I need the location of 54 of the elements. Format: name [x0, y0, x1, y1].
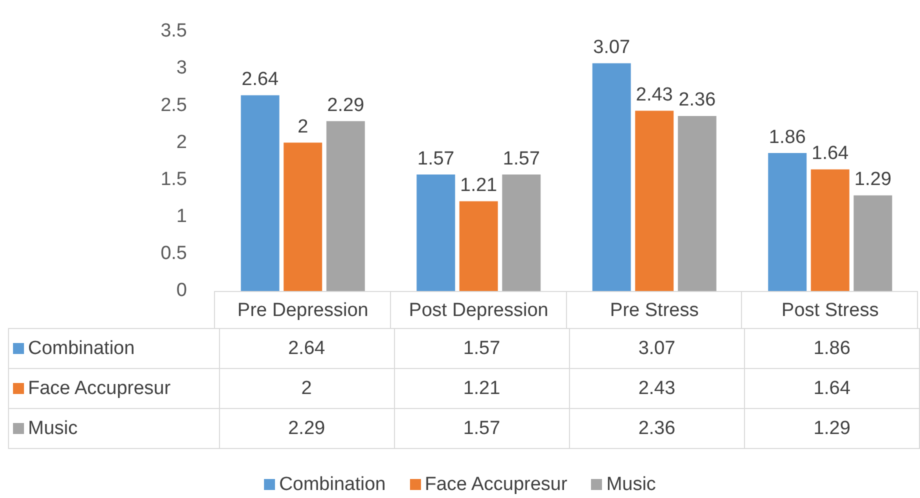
- bar: [768, 153, 807, 291]
- y-tick-label: 3: [176, 58, 187, 79]
- text: 3.07: [569, 328, 744, 368]
- y-tick-label: 3.5: [160, 20, 187, 42]
- text: 2: [219, 368, 394, 408]
- text: 1.57: [394, 408, 570, 448]
- data-label: 1.21: [460, 174, 498, 196]
- text: 2.29: [219, 408, 394, 448]
- text: Combination: [279, 474, 386, 495]
- text: 2.36: [569, 408, 744, 448]
- text: 1.21: [394, 368, 570, 408]
- bar: [284, 142, 322, 291]
- legend-label: Combination: [8, 328, 220, 368]
- data-label: 2.36: [678, 90, 716, 111]
- x-tick-label: Pre Stress: [610, 300, 699, 322]
- bar: [416, 174, 456, 291]
- data-label: 2.29: [327, 94, 364, 116]
- y-tick-label: 0.5: [160, 243, 187, 264]
- bar: [854, 195, 892, 291]
- data-label: 1.29: [854, 169, 892, 190]
- bar: [326, 121, 365, 291]
- text: Music: [28, 418, 78, 438]
- y-tick-label: 1: [176, 206, 187, 228]
- bar: [459, 201, 498, 291]
- data-label: 1.57: [502, 148, 540, 170]
- y-tick-label: 0: [176, 280, 187, 302]
- bar: [240, 95, 280, 291]
- text: 1.86: [744, 328, 920, 368]
- y-tick-label: 2: [176, 132, 187, 153]
- bar: [635, 110, 674, 291]
- y-tick-label: 2.5: [160, 94, 187, 116]
- bar: [592, 63, 631, 291]
- data-label: 2.64: [242, 68, 280, 90]
- data-label: 1.57: [417, 148, 454, 170]
- data-label: 2: [298, 116, 308, 138]
- data-label: 1.64: [812, 143, 850, 164]
- bar: [810, 169, 850, 291]
- bar: [502, 174, 541, 291]
- text: 1.29: [744, 408, 920, 448]
- data-label: 3.07: [593, 37, 630, 58]
- y-tick-label: 1.5: [160, 168, 187, 190]
- text: 1.64: [744, 368, 920, 408]
- text: 2.43: [569, 368, 744, 408]
- data-label: 1.86: [768, 126, 806, 148]
- text: Face Accupresur: [424, 474, 568, 495]
- data-label: 2.43: [636, 84, 673, 106]
- legend-label: Music: [605, 474, 656, 495]
- bar: [678, 116, 716, 291]
- text: 1.57: [394, 328, 570, 368]
- x-tick-label: Post Stress: [782, 300, 879, 322]
- text: 2.64: [219, 328, 394, 368]
- x-tick-label: Pre Depression: [237, 300, 368, 322]
- x-tick-label: Post Depression: [408, 300, 548, 322]
- legend-label: Face Accupresur: [8, 368, 220, 408]
